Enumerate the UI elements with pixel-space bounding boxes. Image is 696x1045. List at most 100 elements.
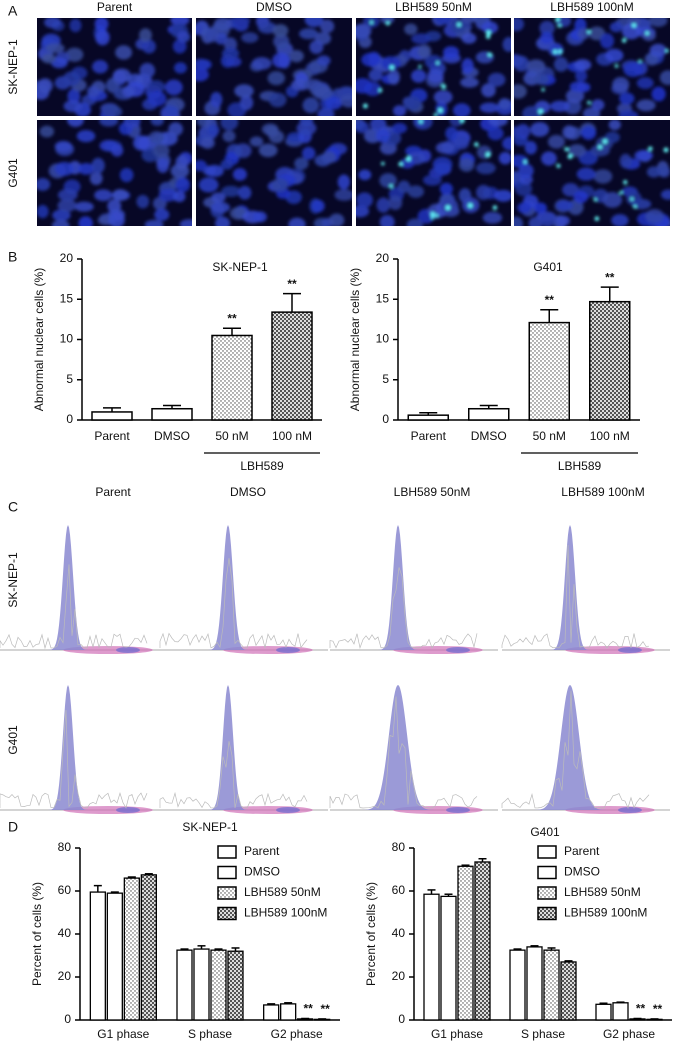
nucleus: [102, 105, 123, 116]
legend-label: LBH589 100nM: [244, 906, 327, 920]
x-tick-label: G1 phase: [431, 1027, 483, 1041]
nucleus: [494, 189, 511, 202]
nucleus: [108, 212, 125, 226]
fragment: [541, 88, 545, 92]
micrograph: [196, 120, 352, 226]
histogram-raw: [159, 741, 308, 809]
nucleus: [651, 86, 666, 102]
error-bar: [127, 876, 136, 879]
nucleus: [618, 110, 639, 116]
nucleus: [272, 24, 289, 38]
group-label: LBH589: [558, 459, 602, 473]
bar: [91, 411, 133, 421]
nucleus: [453, 136, 470, 150]
nucleus: [498, 151, 511, 165]
fragment: [433, 113, 438, 116]
nucleus: [445, 126, 458, 141]
column-header: LBH589 50nM: [394, 485, 471, 499]
nucleus: [147, 90, 167, 107]
y-tick-label: 40: [58, 926, 72, 940]
error-bar: [427, 889, 436, 895]
nucleus: [226, 56, 242, 67]
nucleus: [211, 192, 226, 203]
nucleus: [170, 163, 190, 179]
bar: [280, 1003, 297, 1021]
nucleus: [387, 69, 400, 85]
legend-label: Parent: [244, 844, 280, 858]
fragment: [430, 211, 435, 217]
fragment: [405, 156, 411, 162]
fragment: [485, 152, 491, 158]
x-tick-label: G2 phase: [271, 1027, 323, 1041]
nucleus: [334, 189, 352, 201]
y-tick-label: 40: [392, 926, 406, 940]
nucleus: [433, 90, 453, 105]
fragment: [418, 120, 423, 124]
nucleus: [514, 216, 524, 226]
nucleus: [434, 18, 451, 25]
nucleus: [207, 124, 220, 136]
fragment: [631, 23, 637, 28]
nucleus: [435, 141, 455, 154]
nucleus: [272, 52, 290, 69]
histogram-g2: [116, 807, 140, 813]
nucleus: [439, 182, 453, 196]
y-tick-label: 15: [376, 291, 390, 305]
y-tick-label: 10: [376, 332, 390, 346]
nucleus: [267, 71, 286, 86]
x-tick-label: S phase: [188, 1027, 232, 1041]
histogram-g2: [276, 647, 300, 653]
fragment: [597, 144, 603, 150]
histogram-raw: [0, 710, 148, 809]
nucleus: [550, 100, 570, 112]
nucleus: [220, 120, 239, 131]
nucleus: [253, 211, 267, 223]
nucleus: [593, 169, 613, 184]
bar: [151, 407, 193, 421]
nucleus: [196, 160, 207, 172]
nucleus: [45, 43, 65, 54]
nucleus: [358, 169, 372, 181]
nucleus: [658, 165, 670, 178]
nucleus: [172, 39, 187, 54]
fragment: [663, 147, 669, 153]
nucleus: [205, 164, 224, 178]
fragment: [558, 49, 563, 54]
nucleus: [604, 131, 620, 144]
nucleus: [232, 167, 247, 181]
nucleus: [94, 18, 109, 32]
column-header: LBH589 100nM: [550, 0, 633, 14]
y-axis-label: Percent of cells (%): [30, 882, 44, 986]
histogram-raw: [0, 564, 148, 650]
nucleus: [258, 143, 278, 158]
nucleus: [152, 143, 170, 158]
nucleus: [139, 62, 156, 79]
nucleus: [301, 146, 316, 160]
legend-swatch: [217, 886, 237, 900]
nucleus: [210, 201, 231, 213]
nucleus: [78, 163, 95, 175]
nucleus: [406, 218, 424, 226]
nucleus: [288, 217, 306, 226]
nucleus: [475, 162, 496, 175]
annotation: **: [653, 1002, 663, 1016]
bar: [528, 321, 570, 421]
nucleus: [376, 197, 391, 213]
chart-title: SK-NEP-1: [182, 820, 238, 834]
nucleus: [122, 85, 136, 98]
fragment: [638, 59, 642, 63]
nucleus: [356, 23, 372, 39]
nucleus: [69, 18, 82, 33]
nucleus: [379, 215, 395, 226]
fragment: [593, 198, 597, 202]
nucleus: [576, 167, 596, 181]
x-tick-label: G2 phase: [603, 1027, 655, 1041]
error-bar: [223, 327, 241, 336]
nucleus: [626, 191, 642, 206]
nucleus: [636, 77, 654, 90]
nucleus: [517, 202, 532, 214]
nucleus: [340, 94, 352, 108]
nucleus: [172, 190, 186, 203]
fragment: [457, 22, 461, 27]
fragment: [587, 29, 591, 34]
